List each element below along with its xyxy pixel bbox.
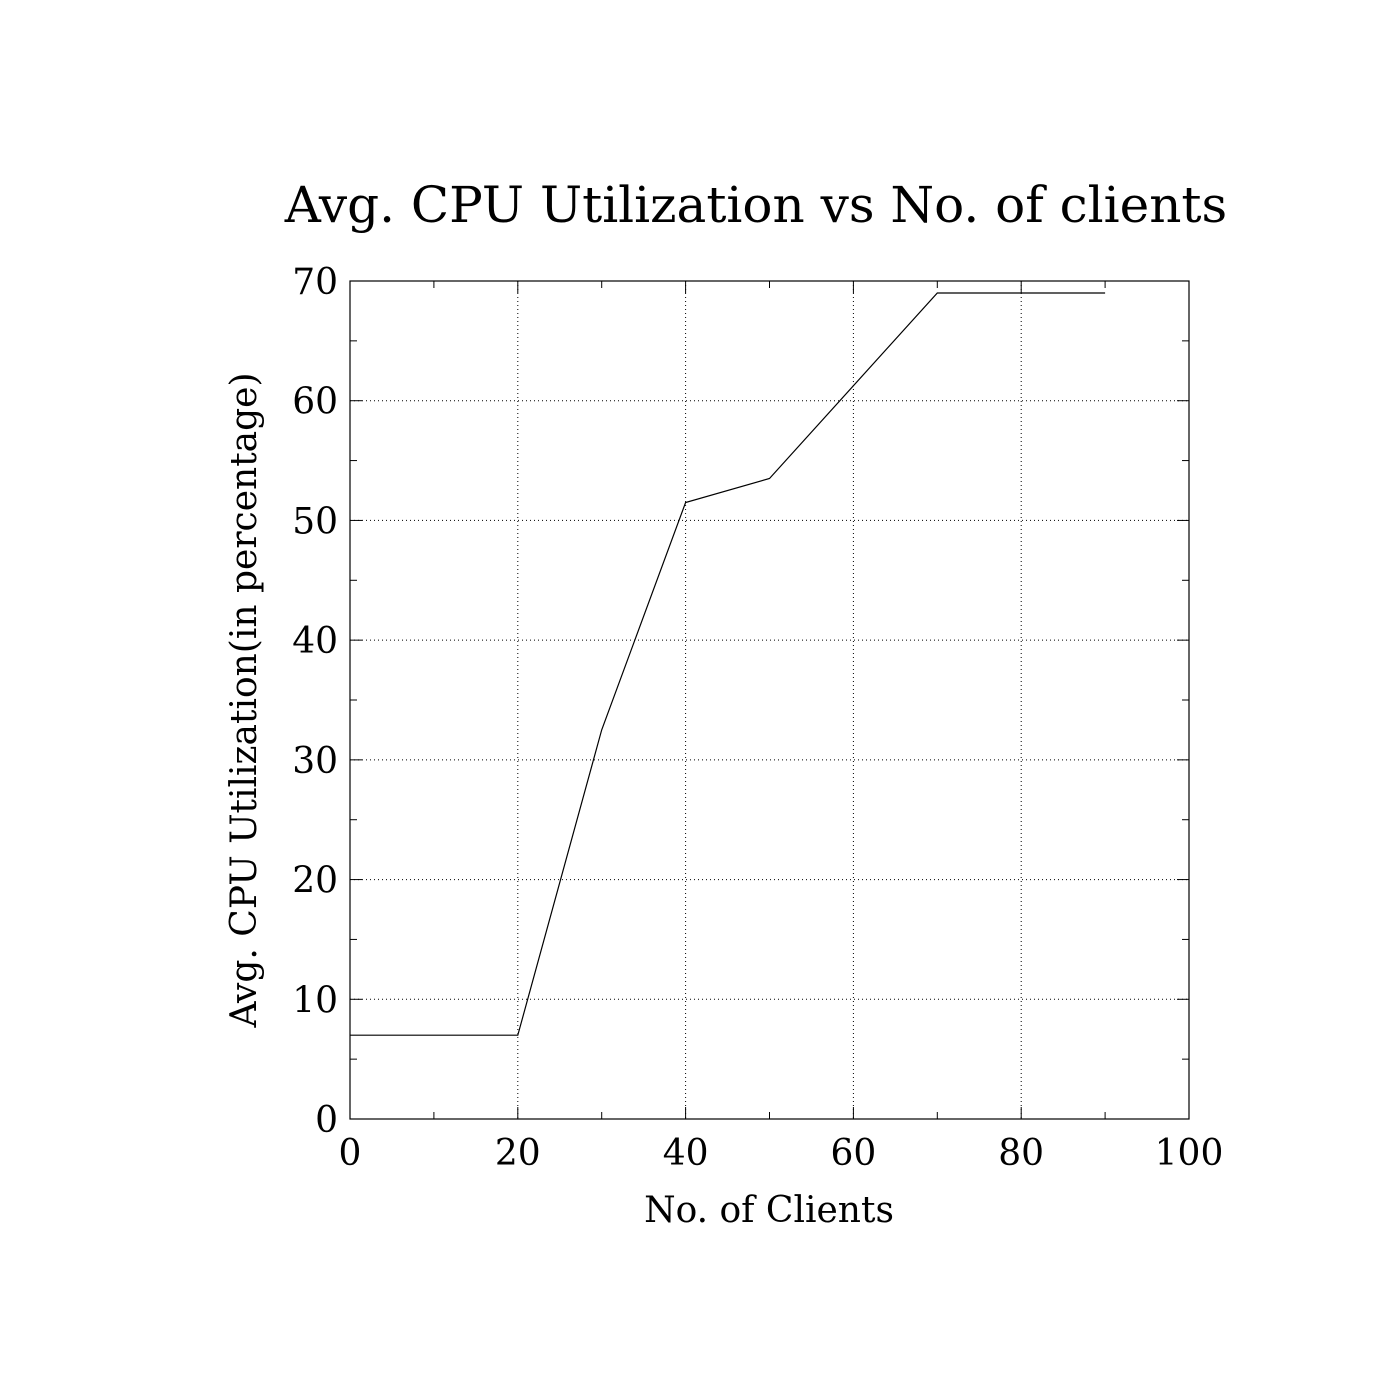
y-tick-label: 70	[292, 262, 338, 303]
x-tick-label: 20	[495, 1133, 541, 1174]
series-line	[350, 292, 1106, 1036]
x-tick-label: 80	[998, 1133, 1044, 1174]
x-axis-label: No. of Clients	[644, 1190, 894, 1231]
y-tick-label: 0	[315, 1100, 338, 1141]
x-tick-label: 60	[830, 1133, 876, 1174]
y-tick-label: 10	[292, 980, 338, 1021]
series-layer	[350, 292, 1106, 1036]
minor-ticks	[349, 280, 1190, 1120]
y-tick-label: 60	[292, 382, 338, 423]
y-tick-labels: 0 10 20 30 40 50 60 70	[292, 262, 338, 1141]
x-tick-label: 100	[1155, 1133, 1224, 1174]
grid	[350, 281, 1189, 1119]
chart-title: Avg. CPU Utilization vs No. of clients	[284, 176, 1227, 234]
x-tick-label: 40	[663, 1133, 709, 1174]
y-tick-label: 30	[292, 741, 338, 782]
x-tick-labels: 0 20 40 60 80 100	[339, 1133, 1224, 1174]
y-tick-label: 40	[292, 621, 338, 662]
plot-frame	[349, 280, 1190, 1120]
y-tick-label: 20	[292, 861, 338, 902]
x-tick-label: 0	[339, 1133, 362, 1174]
y-tick-label: 50	[292, 501, 338, 542]
y-axis-label: Avg. CPU Utilization(in percentage)	[224, 372, 265, 1028]
